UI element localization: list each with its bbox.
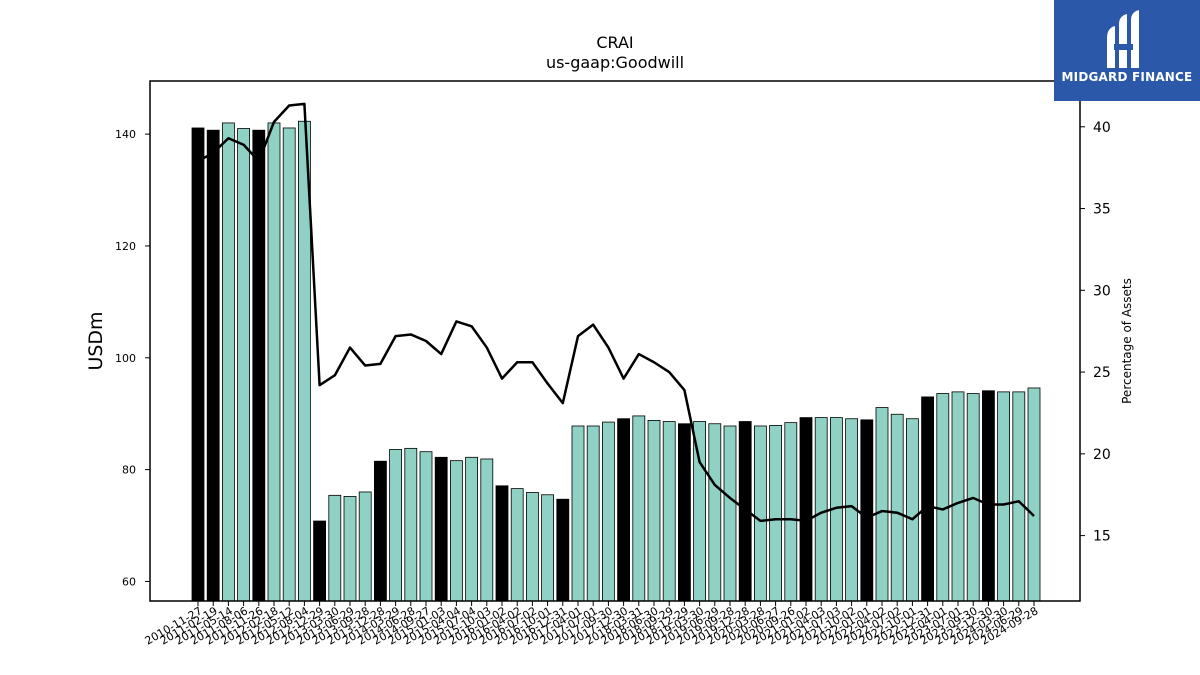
bar-2014-06-28 bbox=[404, 447, 418, 602]
brand-name: MIDGARD FINANCE bbox=[1061, 70, 1193, 84]
plot-frame bbox=[149, 80, 1081, 602]
bar-2013-09-28 bbox=[358, 491, 372, 602]
bar-2021-01-02 bbox=[799, 417, 813, 602]
y2-tick-label: 20 bbox=[1093, 447, 1111, 463]
y2-tick-label: 30 bbox=[1093, 283, 1111, 299]
bar-2016-07-02 bbox=[526, 492, 539, 602]
y-axis-label: USDm bbox=[85, 311, 107, 370]
bar-2019-03-30 bbox=[693, 421, 706, 602]
bar-2011-11-26 bbox=[252, 129, 266, 602]
bar-2021-04-03 bbox=[814, 417, 828, 602]
bar-2022-07-02 bbox=[890, 413, 904, 602]
bar-2024-03-30 bbox=[997, 391, 1010, 602]
bar-2011-02-19 bbox=[206, 129, 220, 602]
bar-2016-04-02 bbox=[510, 488, 524, 602]
bar-2015-10-03 bbox=[480, 458, 494, 602]
bar-2023-04-01 bbox=[936, 393, 950, 602]
bar-2010-11-27 bbox=[191, 127, 205, 602]
bar-2022-01-01 bbox=[860, 419, 874, 602]
bar-2019-06-29 bbox=[708, 423, 722, 602]
bar-2016-01-02 bbox=[495, 485, 509, 602]
axes-layer: 60801001201401520253035402010-11-272011-… bbox=[115, 80, 1111, 648]
bar-2022-04-02 bbox=[875, 407, 889, 602]
bar-2016-12-31 bbox=[556, 498, 570, 602]
bar-2024-06-29 bbox=[1012, 391, 1026, 602]
bar-2022-10-01 bbox=[906, 418, 919, 602]
y-tick-label: 80 bbox=[122, 464, 136, 477]
y2-tick-label: 35 bbox=[1093, 202, 1111, 218]
y-tick-label: 120 bbox=[115, 240, 136, 253]
y2-tick-label: 25 bbox=[1093, 365, 1111, 381]
bar-2016-10-01 bbox=[541, 494, 554, 602]
bar-2018-03-31 bbox=[632, 415, 646, 602]
y2-axis-label: Percentage of Assets bbox=[1120, 278, 1134, 404]
bar-2015-07-04 bbox=[465, 456, 479, 602]
percentage-line bbox=[197, 102, 1035, 523]
bar-2018-06-30 bbox=[647, 419, 661, 602]
bar-2022-12-31 bbox=[921, 396, 934, 602]
y-tick-label: 60 bbox=[122, 575, 136, 588]
bar-2023-07-01 bbox=[951, 391, 965, 602]
bar-2017-09-30 bbox=[602, 421, 615, 602]
bar-2019-09-28 bbox=[723, 425, 737, 602]
bar-2017-07-01 bbox=[586, 425, 600, 602]
bar-2017-12-30 bbox=[617, 418, 630, 602]
y-tick-label: 140 bbox=[115, 128, 136, 141]
brand-logo: MIDGARD FINANCE bbox=[1054, 0, 1200, 101]
bar-2023-12-30 bbox=[982, 390, 995, 602]
midgard-logo-icon bbox=[1107, 10, 1139, 68]
bar-2014-03-29 bbox=[389, 449, 403, 602]
bar-2017-04-01 bbox=[571, 425, 585, 602]
y2-tick-label: 40 bbox=[1093, 120, 1111, 136]
bar-2011-08-06 bbox=[237, 128, 251, 602]
line-layer bbox=[197, 102, 1035, 523]
bar-2013-06-29 bbox=[343, 496, 357, 602]
bar-2012-12-29 bbox=[313, 520, 327, 602]
bar-2012-05-12 bbox=[282, 127, 296, 602]
bar-2018-12-29 bbox=[678, 423, 691, 602]
bar-2020-09-26 bbox=[784, 422, 798, 602]
chart-subtitle: us-gaap:Goodwill bbox=[546, 53, 684, 72]
y-tick-label: 100 bbox=[115, 352, 136, 365]
bar-2020-06-27 bbox=[769, 425, 782, 602]
bar-2013-12-28 bbox=[373, 460, 387, 602]
bar-2015-04-04 bbox=[449, 460, 463, 602]
bar-2012-02-18 bbox=[267, 122, 281, 602]
bar-2020-03-28 bbox=[754, 425, 767, 602]
bar-2014-09-27 bbox=[419, 451, 433, 602]
y2-tick-label: 15 bbox=[1093, 529, 1111, 545]
bar-2024-09-28 bbox=[1027, 387, 1041, 602]
bar-2011-05-14 bbox=[221, 122, 235, 602]
bar-2018-09-29 bbox=[662, 421, 676, 602]
chart-title: CRAI bbox=[596, 33, 633, 52]
bar-2015-01-03 bbox=[434, 456, 448, 602]
bar-2013-03-30 bbox=[328, 494, 342, 602]
